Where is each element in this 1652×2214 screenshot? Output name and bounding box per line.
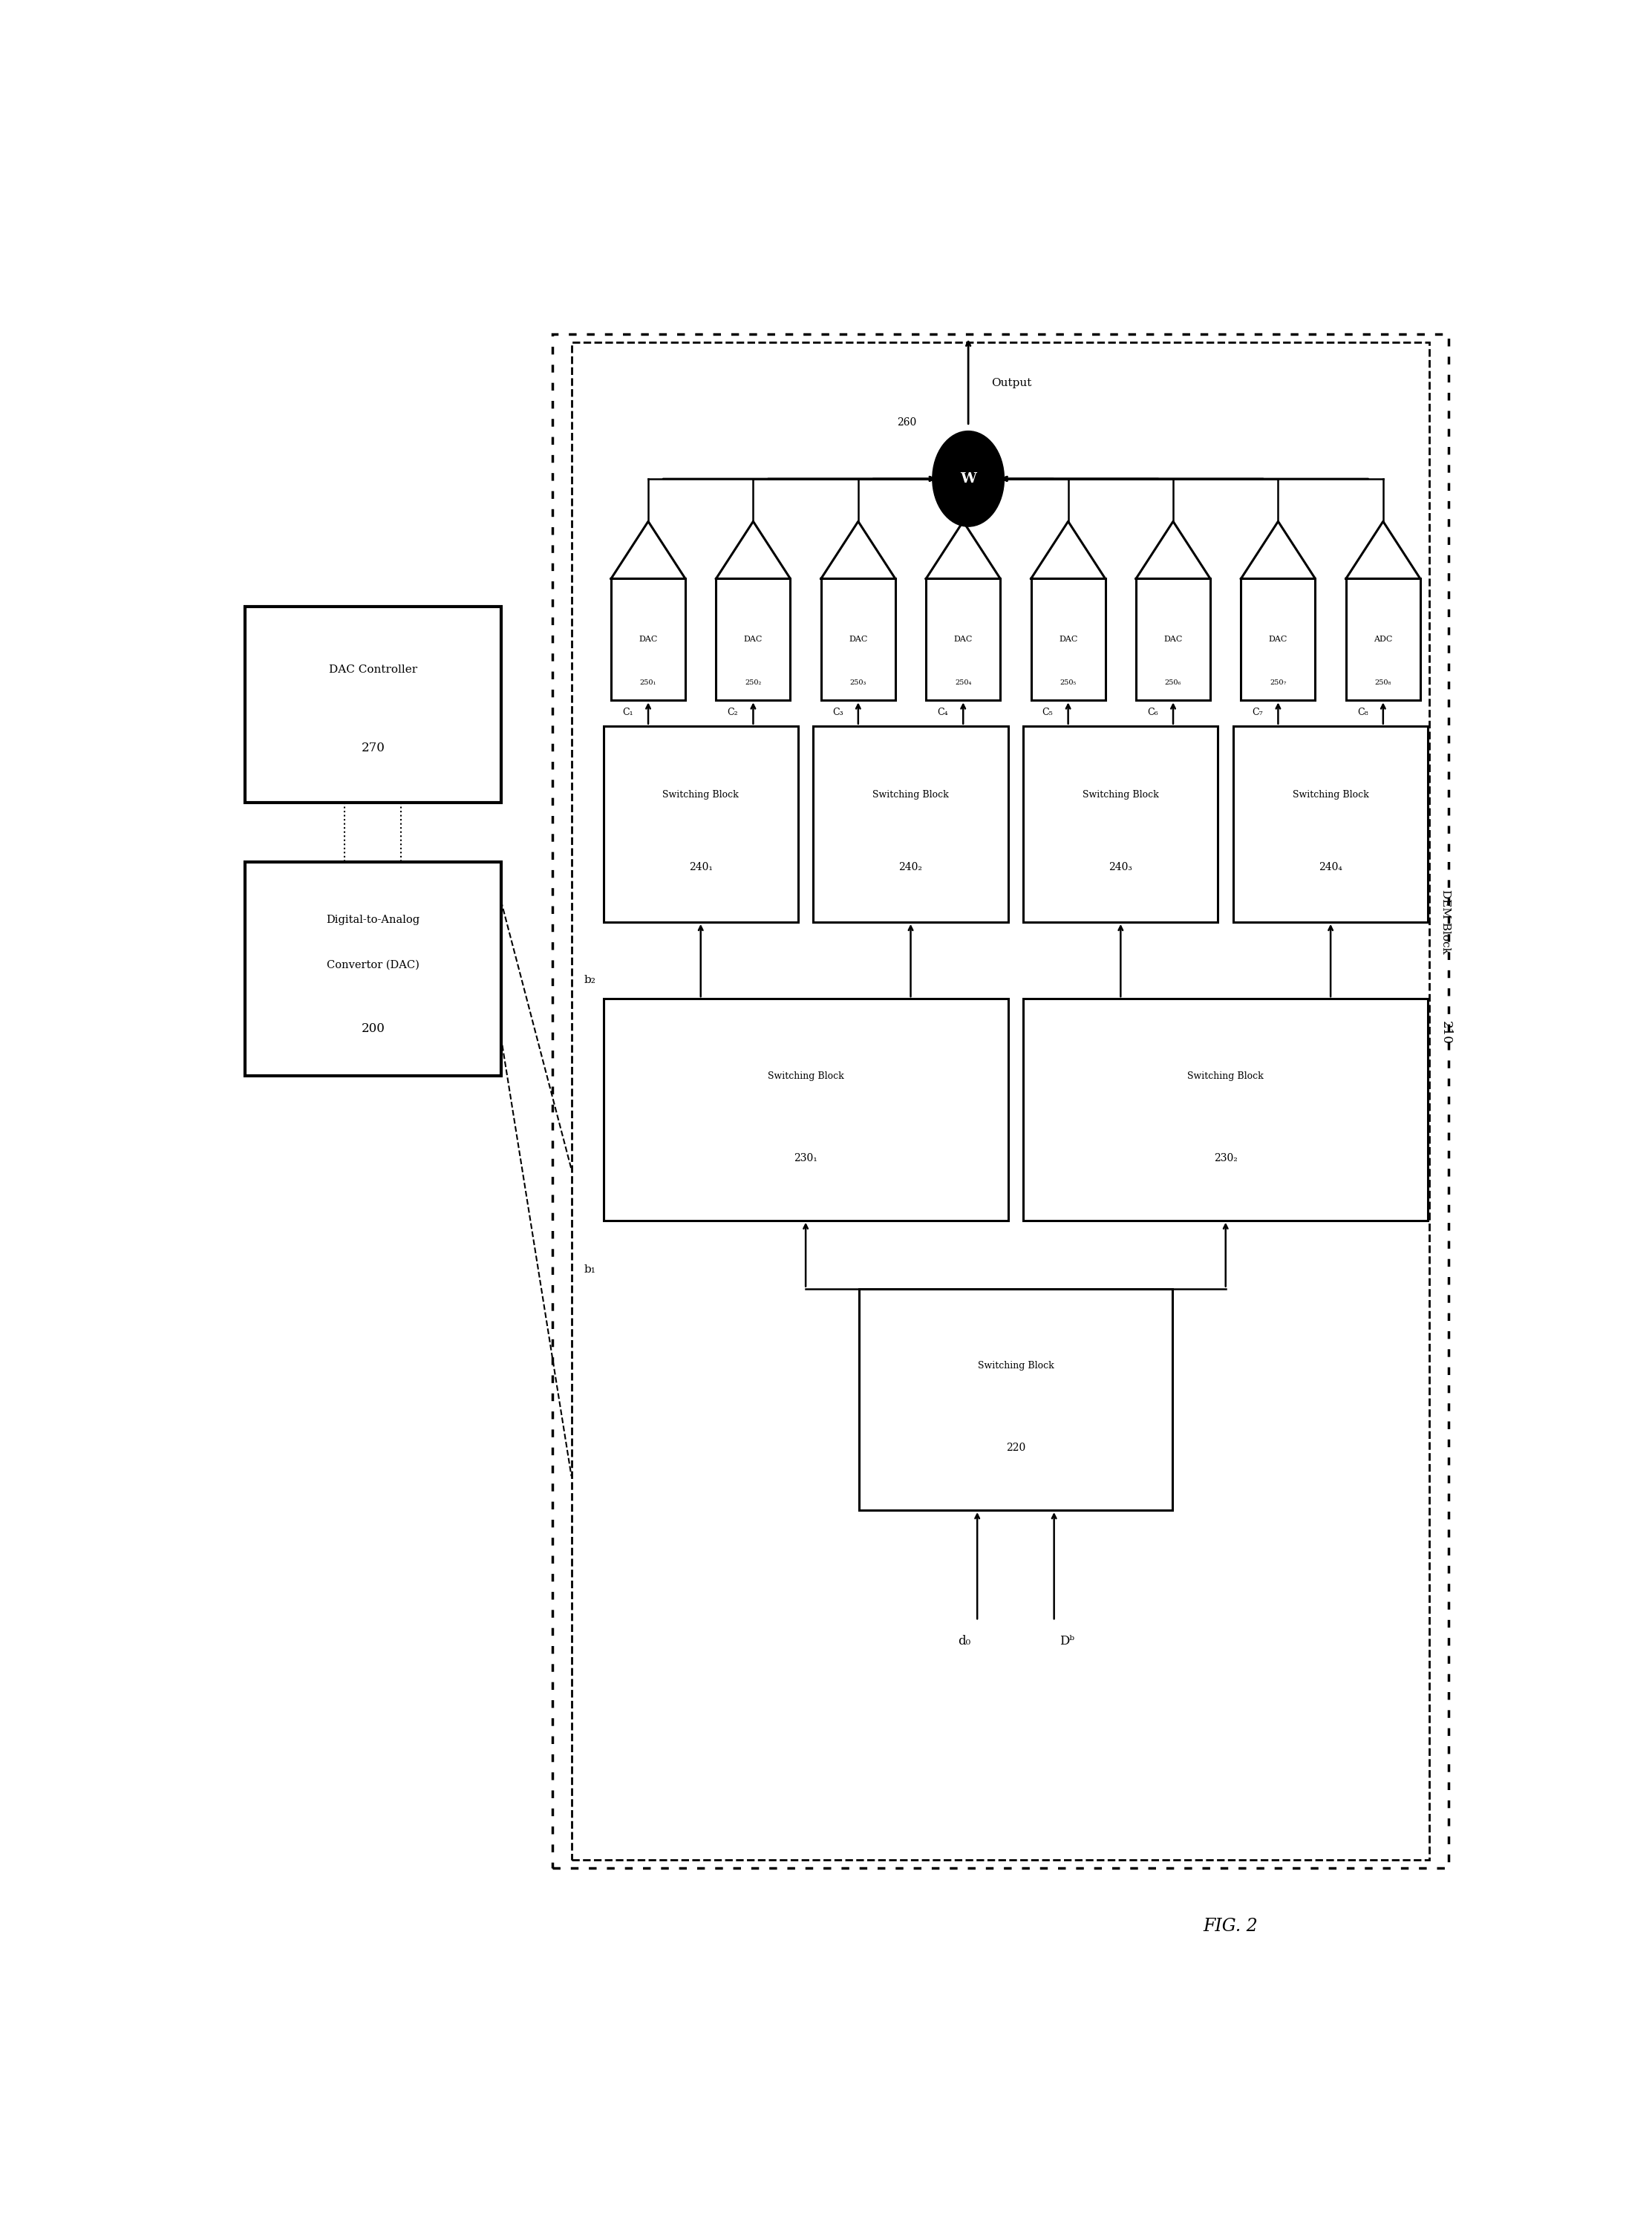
Text: C₄: C₄ bbox=[937, 708, 948, 717]
Text: 230₂: 230₂ bbox=[1214, 1153, 1237, 1165]
Text: 220: 220 bbox=[1006, 1444, 1026, 1452]
Text: 250₅: 250₅ bbox=[1061, 680, 1077, 686]
Text: Switching Block: Switching Block bbox=[662, 790, 738, 799]
Text: C₁: C₁ bbox=[623, 708, 633, 717]
Bar bbox=[611, 578, 686, 700]
Bar bbox=[603, 726, 798, 921]
Bar bbox=[715, 578, 790, 700]
Text: DAC: DAC bbox=[1163, 635, 1183, 644]
Text: 250₃: 250₃ bbox=[849, 680, 867, 686]
Bar bbox=[603, 999, 1008, 1220]
Bar bbox=[927, 578, 1001, 700]
Bar bbox=[1137, 578, 1211, 700]
Text: 240₁: 240₁ bbox=[689, 861, 712, 872]
Text: C₇: C₇ bbox=[1252, 708, 1264, 717]
Text: Switching Block: Switching Block bbox=[978, 1362, 1054, 1370]
Text: 270: 270 bbox=[362, 742, 385, 755]
Text: 260: 260 bbox=[897, 416, 917, 427]
Text: 250₂: 250₂ bbox=[745, 680, 762, 686]
Text: C₆: C₆ bbox=[1146, 708, 1158, 717]
Text: DAC: DAC bbox=[639, 635, 657, 644]
Circle shape bbox=[932, 432, 1004, 527]
Text: 240₂: 240₂ bbox=[899, 861, 922, 872]
Text: C₈: C₈ bbox=[1358, 708, 1368, 717]
Text: ADC: ADC bbox=[1374, 635, 1393, 644]
Text: Switching Block: Switching Block bbox=[768, 1072, 844, 1080]
Text: Convertor (DAC): Convertor (DAC) bbox=[327, 959, 420, 970]
Text: Switching Block: Switching Block bbox=[872, 790, 948, 799]
Text: Switching Block: Switching Block bbox=[1188, 1072, 1264, 1080]
Text: DAC: DAC bbox=[743, 635, 763, 644]
Text: DAC: DAC bbox=[849, 635, 867, 644]
Text: Switching Block: Switching Block bbox=[1082, 790, 1158, 799]
Text: DAC: DAC bbox=[1059, 635, 1077, 644]
Bar bbox=[821, 578, 895, 700]
Bar bbox=[244, 607, 501, 804]
Bar bbox=[244, 863, 501, 1076]
Bar bbox=[813, 726, 1008, 921]
Text: C₂: C₂ bbox=[727, 708, 738, 717]
Text: DAC: DAC bbox=[1269, 635, 1287, 644]
Text: FIG. 2: FIG. 2 bbox=[1203, 1917, 1259, 1935]
Text: 240₄: 240₄ bbox=[1318, 861, 1343, 872]
Text: Dᵇ: Dᵇ bbox=[1059, 1634, 1074, 1647]
Bar bbox=[572, 343, 1429, 1860]
Text: 250₈: 250₈ bbox=[1374, 680, 1391, 686]
Bar bbox=[1023, 999, 1427, 1220]
Text: 250₆: 250₆ bbox=[1165, 680, 1181, 686]
Text: DAC: DAC bbox=[953, 635, 973, 644]
Bar bbox=[552, 334, 1449, 1869]
Text: W: W bbox=[960, 472, 976, 485]
Bar bbox=[1234, 726, 1427, 921]
Text: 250₇: 250₇ bbox=[1270, 680, 1287, 686]
Text: d₀: d₀ bbox=[958, 1634, 971, 1647]
Text: 250₁: 250₁ bbox=[639, 680, 656, 686]
Text: 240₃: 240₃ bbox=[1108, 861, 1133, 872]
Bar bbox=[1031, 578, 1105, 700]
Bar bbox=[1241, 578, 1315, 700]
Text: DEM Block: DEM Block bbox=[1441, 890, 1450, 954]
Bar bbox=[1023, 726, 1218, 921]
Text: 230₁: 230₁ bbox=[795, 1153, 818, 1165]
Text: Switching Block: Switching Block bbox=[1292, 790, 1370, 799]
Text: C₃: C₃ bbox=[833, 708, 843, 717]
Text: 250₄: 250₄ bbox=[955, 680, 971, 686]
Bar bbox=[1346, 578, 1421, 700]
Text: b₁: b₁ bbox=[585, 1264, 596, 1275]
Text: b₂: b₂ bbox=[585, 974, 596, 985]
Text: Digital-to-Analog: Digital-to-Analog bbox=[325, 914, 420, 925]
Text: C₅: C₅ bbox=[1042, 708, 1052, 717]
Text: 200: 200 bbox=[362, 1023, 385, 1034]
Text: 210: 210 bbox=[1439, 1021, 1452, 1045]
Bar bbox=[859, 1289, 1173, 1510]
Text: DAC Controller: DAC Controller bbox=[329, 664, 418, 675]
Text: Output: Output bbox=[991, 379, 1032, 387]
